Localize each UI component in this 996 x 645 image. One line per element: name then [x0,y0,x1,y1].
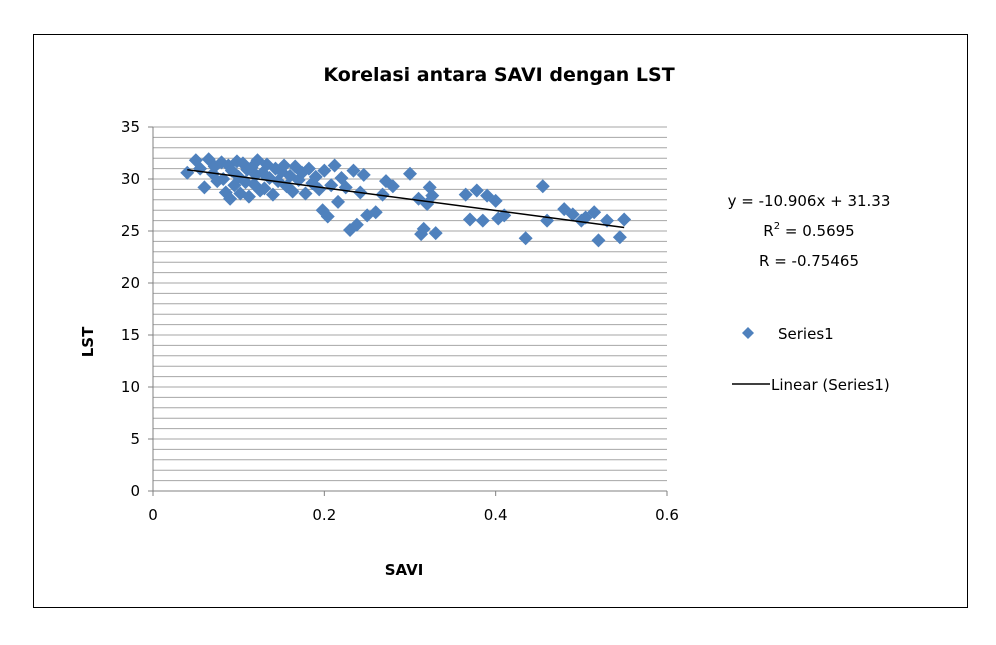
legend: Series1 Linear (Series1) [732,325,890,394]
data-point [403,166,417,181]
data-point [368,205,383,220]
data-point [229,154,244,169]
data-point [540,213,555,228]
data-point [488,193,503,208]
y-tick-label: 30 [121,170,140,188]
data-point [349,217,364,232]
chart-frame: Korelasi antara SAVI dengan LST 0 5 10 15 20… [33,34,968,608]
gridlines [153,126,667,482]
data-point [475,213,490,228]
data-point [180,165,195,180]
data-point [223,191,238,206]
y-tick-label: 35 [121,118,140,136]
y-tick-label: 10 [121,378,140,396]
legend-trendline-label: Linear (Series1) [771,376,890,394]
legend-series1-label: Series1 [778,325,834,343]
x-tick-label: 0 [148,506,158,524]
scatter-chart: Korelasi antara SAVI dengan LST 05101520… [79,64,891,579]
data-point [565,207,580,222]
data-point [462,212,477,227]
x-tick-label: 0.4 [484,506,508,524]
data-point [257,181,272,196]
y-tick-label: 0 [130,482,140,500]
y-tick-labels: 0 5 10 15 20 25 30 35 [121,118,140,500]
data-point [535,179,550,194]
y-tick-label: 15 [121,326,140,344]
data-point [277,158,292,173]
data-point [201,152,216,167]
data-point [285,184,300,199]
legend-series1-marker-icon [742,327,754,339]
data-point [308,169,323,184]
trendline-line [187,168,625,229]
y-axis-title: LST [79,326,97,357]
x-tick-label: 0.6 [655,506,679,524]
y-tick-label: 5 [130,430,140,448]
r-label: R = -0.75465 [759,252,859,270]
r-squared-label: R2 = 0.5695 [763,221,854,240]
data-point [591,233,606,248]
x-tick-labels: 0 0.2 0.4 0.6 [148,506,679,524]
data-point [301,161,316,176]
data-point [331,194,346,209]
y-tick-label: 20 [121,274,140,292]
data-point [356,167,371,182]
data-point [317,163,332,178]
data-point [312,182,327,197]
data-point [320,209,335,224]
data-point [428,226,443,241]
y-tick-label: 25 [121,222,140,240]
data-point [469,183,484,198]
data-point [587,205,602,220]
r-squared-superscript: 2 [774,221,780,232]
data-point [265,187,280,202]
data-point [375,187,390,202]
data-point [241,189,256,204]
trendline [187,168,625,229]
x-tick-label: 0.2 [312,506,336,524]
data-point [425,188,440,203]
data-point [385,179,400,194]
data-point [612,230,627,245]
data-point [327,158,342,173]
data-point [458,187,473,202]
data-point [298,186,313,201]
r-squared-prefix: R [763,222,773,240]
data-point [518,231,533,246]
data-point [617,212,632,227]
data-point [416,221,431,236]
r-squared-value: = 0.5695 [780,222,855,240]
x-axis-title: SAVI [385,561,424,579]
trendline-equation: y = -10.906x + 31.33 [728,192,891,210]
axes [148,126,668,496]
data-point [207,159,222,174]
data-point [346,163,361,178]
data-point [197,180,212,195]
chart-title: Korelasi antara SAVI dengan LST [323,64,674,86]
